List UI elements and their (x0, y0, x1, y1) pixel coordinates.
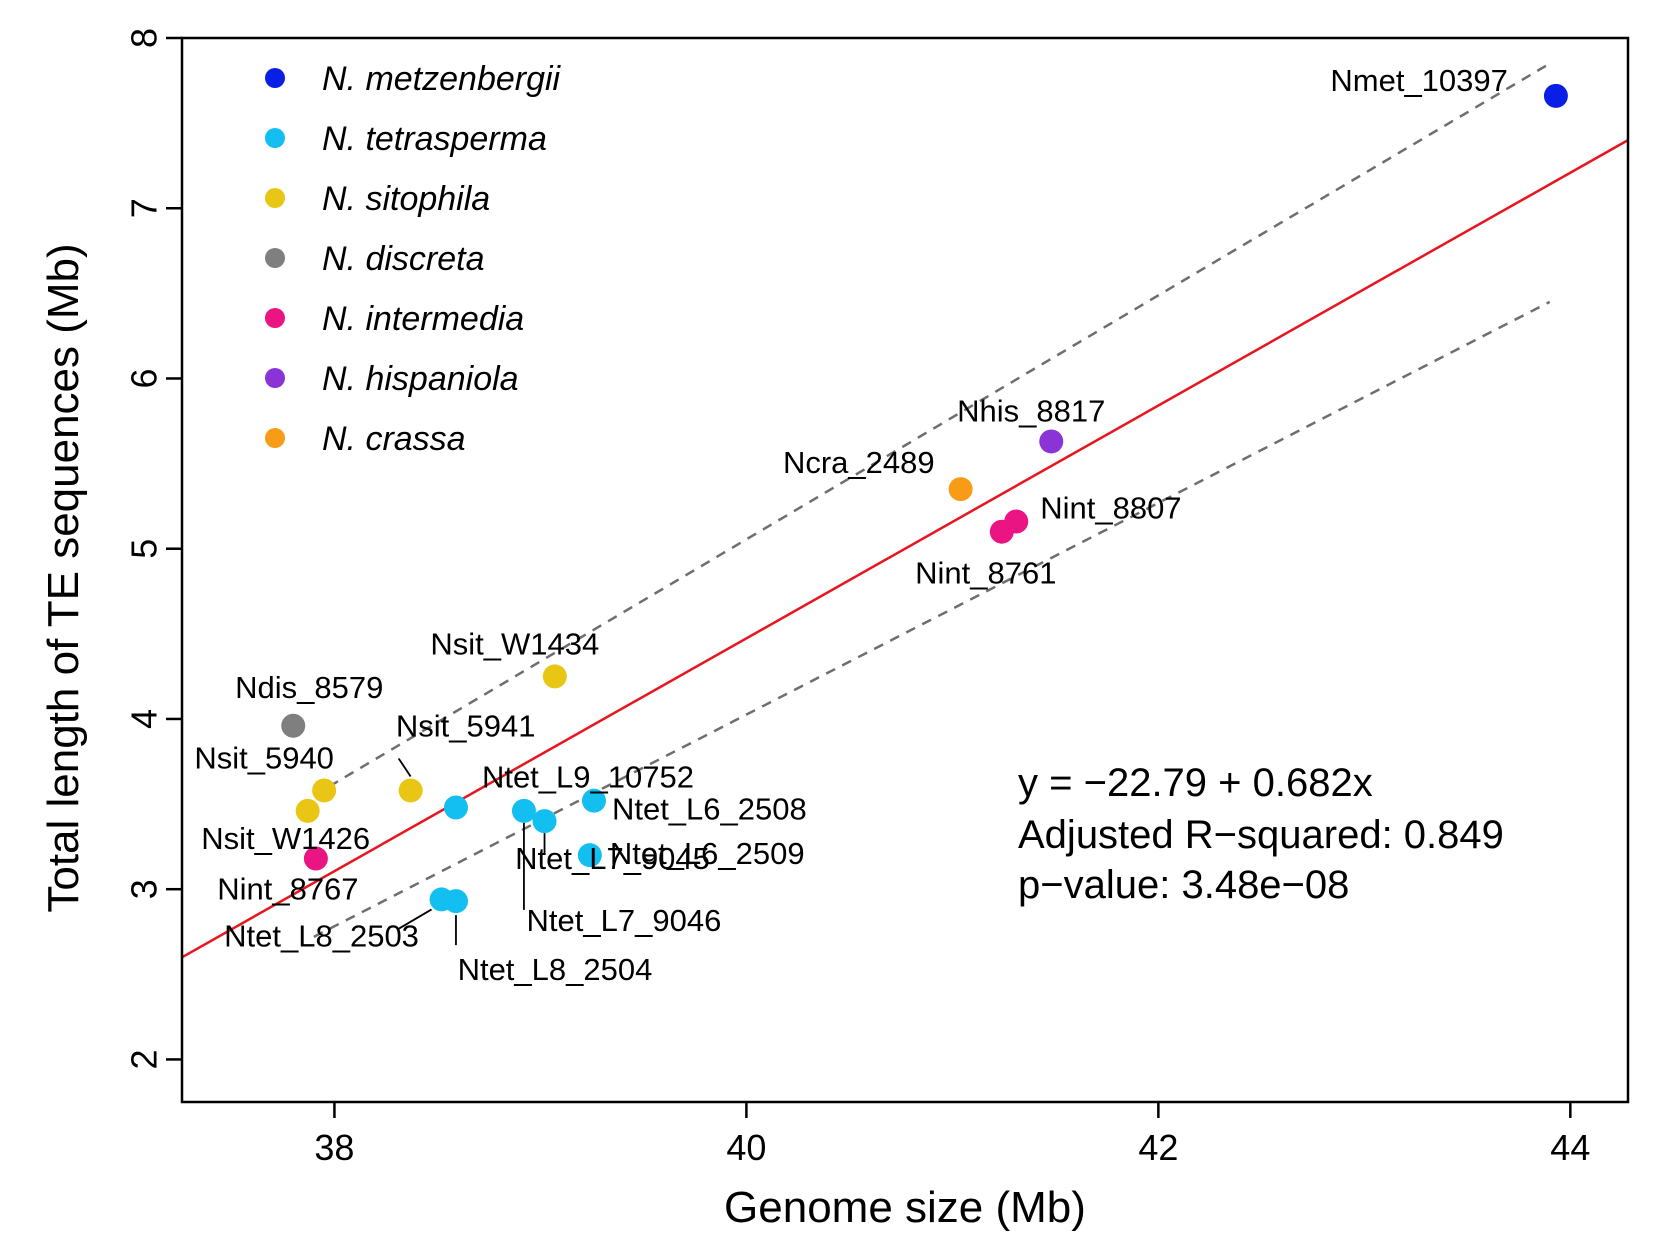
y-tick-label: 3 (124, 879, 165, 899)
legend-entry: N. tetrasperma (322, 120, 547, 158)
x-tick-label: 44 (1550, 1127, 1590, 1168)
stats-r-squared: Adjusted R−squared: 0.849 (1018, 813, 1504, 857)
y-tick-label: 2 (124, 1049, 165, 1069)
legend-marker (265, 68, 285, 88)
data-point-nsit-w1426 (295, 798, 320, 823)
data-point-ntet-l7-9046 (511, 798, 536, 823)
data-point-ntet-l7-9045 (532, 809, 557, 834)
point-label: Nsit_5941 (396, 708, 536, 743)
x-tick-label: 42 (1138, 1127, 1178, 1168)
legend-marker (265, 428, 285, 448)
y-tick-label: 4 (124, 709, 165, 729)
point-label: Ntet_L6_2508 (612, 792, 807, 827)
stats-equation: y = −22.79 + 0.682x (1018, 761, 1373, 805)
x-axis-title: Genome size (Mb) (724, 1183, 1086, 1232)
point-label: Ntet_L6_2509 (610, 836, 805, 871)
regression-line (181, 139, 1629, 959)
point-label: Nhis_8817 (957, 393, 1105, 428)
point-label: Nsit_W1426 (201, 821, 370, 856)
point-label: Ntet_L9_10752 (482, 759, 694, 794)
x-tick-label: 40 (726, 1127, 766, 1168)
points-layer (281, 83, 1568, 914)
data-point-nint-8761 (989, 519, 1014, 544)
point-label: Nint_8807 (1040, 490, 1181, 525)
legend-entry: N. sitophila (322, 180, 490, 218)
regression-layer (181, 62, 1629, 959)
legend-entry: N. crassa (322, 420, 466, 458)
point-label: Nmet_10397 (1330, 63, 1508, 98)
data-point-ntet-l6-2509 (577, 843, 602, 868)
legend-marker (265, 308, 285, 328)
leader-line (397, 757, 412, 777)
point-label: Ncra_2489 (783, 445, 935, 480)
data-point-nmet-10397 (1543, 83, 1568, 108)
point-label: Nint_8761 (915, 556, 1056, 591)
legend-entry: N. metzenbergii (322, 60, 562, 98)
point-label: Ntet_L8_2504 (458, 952, 653, 987)
data-point-ntet-l8-2504 (443, 889, 468, 914)
plot-frame (180, 36, 1630, 1104)
point-label: Nsit_W1434 (430, 626, 599, 661)
y-tick-label: 6 (124, 368, 165, 388)
data-point-nint-8767 (303, 846, 328, 871)
leader-line (397, 908, 432, 931)
legend-marker (265, 128, 285, 148)
data-point-ntet-l9-10752 (443, 795, 468, 820)
point-label: Ntet_L8_2503 (224, 918, 419, 953)
point-label: Ntet_L7_9046 (527, 903, 722, 938)
legend: N. metzenbergii N. tetrasperma N. sitophil… (265, 60, 562, 458)
data-point-nsit-5941 (398, 778, 423, 803)
point-label: Ndis_8579 (235, 670, 383, 705)
confidence-band-upper (313, 62, 1551, 797)
legend-entry: N. hispaniola (322, 360, 519, 398)
y-tick-label: 8 (124, 28, 165, 48)
point-label: Nint_8767 (217, 872, 358, 907)
regression-stats: y = −22.79 + 0.682x Adjusted R−squared: 0… (1018, 761, 1504, 907)
axes: 38 40 42 44 2 3 4 5 6 7 8 Genome size (Mb) Total len… (39, 28, 1630, 1232)
y-axis-title: Total length of TE sequences (Mb) (39, 243, 88, 912)
legend-entry: N. intermedia (322, 300, 524, 338)
legend-marker (265, 368, 285, 388)
legend-marker (265, 188, 285, 208)
data-point-nhis-8817 (1039, 429, 1064, 454)
legend-entry: N. discreta (322, 240, 485, 278)
data-point-ntet-l6-2508 (581, 788, 606, 813)
confidence-band-lower (313, 300, 1551, 938)
y-tick-label: 5 (124, 539, 165, 559)
data-point-ndis-8579 (281, 713, 306, 738)
data-point-nsit-w1434 (542, 664, 567, 689)
y-tick-label: 7 (124, 198, 165, 218)
legend-marker (265, 248, 285, 268)
point-label: Nsit_5940 (194, 740, 334, 775)
stats-p-value: p−value: 3.48e−08 (1018, 863, 1349, 907)
point-label: Ntet_L7_9045 (515, 841, 710, 876)
label-leaders (397, 757, 546, 946)
data-point-ncra-2489 (948, 477, 973, 502)
x-tick-label: 38 (314, 1127, 354, 1168)
data-point-nsit-5940 (312, 778, 337, 803)
